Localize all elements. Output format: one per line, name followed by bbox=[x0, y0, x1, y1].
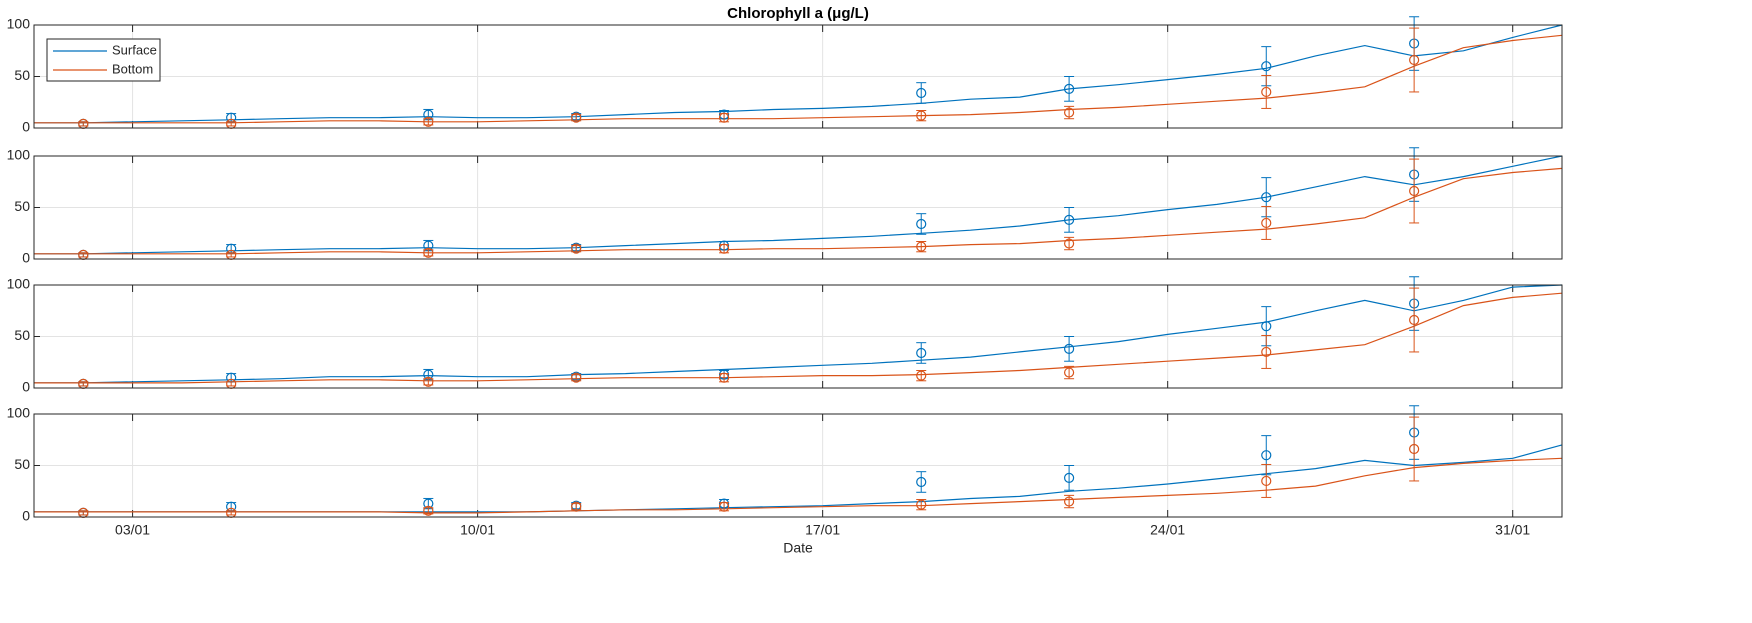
axes-box bbox=[33, 155, 1563, 260]
observation-marker bbox=[1261, 450, 1272, 461]
observation-marker bbox=[423, 505, 434, 516]
x-tick-label: 24/01 bbox=[1150, 522, 1185, 538]
series-line bbox=[34, 155, 1563, 255]
observation-marker bbox=[1261, 346, 1272, 358]
observation-marker bbox=[718, 112, 730, 123]
observation-marker bbox=[1261, 475, 1272, 487]
observation-marker bbox=[1063, 214, 1075, 225]
observation-marker bbox=[571, 372, 582, 383]
observation-marker bbox=[916, 87, 927, 99]
x-tick-label: 17/01 bbox=[805, 522, 840, 538]
observation-marker bbox=[916, 370, 927, 381]
observation-marker bbox=[1261, 321, 1272, 332]
y-tick-label: 100 bbox=[7, 405, 31, 421]
legend-label: Surface bbox=[112, 42, 157, 57]
chart-title: Chlorophyll a (μg/L) bbox=[727, 5, 869, 22]
observation-marker bbox=[1261, 192, 1272, 203]
observation-marker bbox=[718, 372, 730, 383]
observation-marker bbox=[718, 243, 730, 254]
x-axis-label: Date bbox=[783, 540, 813, 556]
x-tick-label: 10/01 bbox=[460, 522, 495, 538]
legend-label: Bottom bbox=[112, 61, 153, 76]
series-line bbox=[34, 24, 1563, 124]
y-tick-label: 100 bbox=[7, 276, 31, 292]
observation-marker bbox=[1261, 217, 1272, 229]
y-tick-label: 0 bbox=[22, 379, 30, 395]
series-line bbox=[34, 34, 1563, 124]
observation-marker bbox=[1261, 61, 1272, 72]
y-tick-label: 100 bbox=[7, 147, 31, 163]
observation-marker bbox=[1409, 443, 1420, 455]
series-line bbox=[34, 167, 1563, 255]
x-tick-label: 31/01 bbox=[1495, 522, 1530, 538]
observation-marker bbox=[1063, 107, 1075, 118]
observation-marker bbox=[916, 110, 927, 121]
observation-marker bbox=[1409, 314, 1420, 326]
observation-marker bbox=[423, 247, 434, 258]
observation-marker bbox=[571, 112, 582, 123]
observation-marker bbox=[1409, 54, 1420, 66]
y-tick-label: 50 bbox=[14, 67, 30, 83]
axes-box bbox=[33, 413, 1563, 518]
axes-box bbox=[33, 24, 1563, 129]
series-line bbox=[34, 292, 1563, 384]
y-tick-label: 0 bbox=[22, 508, 30, 524]
observation-marker bbox=[916, 476, 927, 488]
y-tick-label: 50 bbox=[14, 456, 30, 472]
observation-marker bbox=[1063, 343, 1075, 354]
y-tick-label: 50 bbox=[14, 327, 30, 343]
observation-marker bbox=[916, 347, 927, 359]
observation-marker bbox=[423, 116, 434, 127]
observation-marker bbox=[916, 499, 927, 510]
y-tick-label: 50 bbox=[14, 198, 30, 214]
observation-marker bbox=[1261, 86, 1272, 98]
x-tick-label: 03/01 bbox=[115, 522, 150, 538]
y-tick-label: 0 bbox=[22, 119, 30, 135]
series-line bbox=[34, 284, 1563, 384]
observation-marker bbox=[571, 243, 582, 254]
observation-marker bbox=[916, 241, 927, 252]
observation-marker bbox=[1409, 185, 1420, 197]
y-tick-label: 100 bbox=[7, 16, 31, 32]
legend-box bbox=[46, 38, 161, 82]
observation-marker bbox=[1063, 472, 1075, 483]
observation-marker bbox=[423, 376, 434, 387]
observation-marker bbox=[1063, 367, 1075, 378]
observation-marker bbox=[718, 501, 730, 512]
axes-box bbox=[33, 284, 1563, 389]
y-tick-label: 0 bbox=[22, 250, 30, 266]
observation-marker bbox=[1063, 238, 1075, 249]
observation-marker bbox=[1063, 496, 1075, 507]
observation-marker bbox=[1063, 83, 1075, 94]
observation-marker bbox=[571, 501, 582, 512]
observation-marker bbox=[916, 218, 927, 230]
series-line bbox=[34, 457, 1563, 514]
